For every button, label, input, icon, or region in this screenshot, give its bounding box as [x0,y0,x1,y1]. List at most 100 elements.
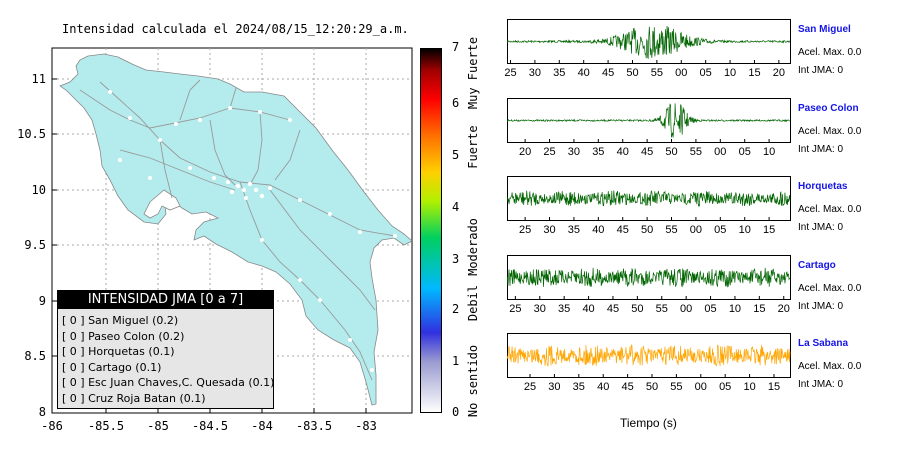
time-tick-label: 30 [528,67,542,79]
legend-title: INTENSIDAD JMA [0 a 7] [58,291,273,309]
legend-item: [ 0 ] Cartago (0.1) [62,360,162,374]
time-tick-label: 45 [601,67,615,79]
time-tick-label: 25 [543,145,556,158]
time-tick-label: 25 [523,381,537,393]
legend-item: [ 0 ] Paseo Colon (0.2) [62,329,185,343]
time-tick-label: 00 [675,67,688,79]
time-tick-label: 30 [543,224,556,236]
station-accel: Acel. Max. 0.0 [798,125,862,137]
time-tick-label: 05 [714,224,727,236]
legend-item: [ 0 ] Cruz Roja Batan (0.1) [62,391,206,405]
time-tick-label: 40 [582,302,595,315]
time-tick-label: 15 [762,224,776,236]
time-tick-label: 00 [714,145,727,158]
x-tick-label: -83 [355,419,377,433]
time-tick-label: 45 [616,224,629,236]
time-tick-label: 50 [665,145,678,158]
time-tick-label: 55 [655,302,668,315]
time-tick-label: 40 [577,67,590,79]
time-tick-label: 00 [680,302,693,315]
time-tick-label: 55 [665,224,678,236]
time-tick-label: 10 [728,302,742,315]
time-tick-label: 50 [626,67,639,79]
time-tick-label: 25 [504,67,517,79]
time-tick-label: 50 [640,224,654,236]
seismogram-1 [507,97,791,143]
time-tick-label: 55 [689,145,703,158]
station-jma: Int JMA: 0 [798,222,844,233]
time-tick-label: 35 [567,224,581,236]
station-jma: Int JMA: 0 [798,65,844,76]
colorbar-tick: 3 [452,252,460,266]
time-tick-label: 35 [592,145,605,158]
time-tick-label: 00 [694,381,707,393]
time-tick-label: 45 [621,381,634,393]
legend-item: [ 0 ] Horquetas (0.1) [62,345,175,359]
legend-item: [ 0 ] Esc Juan Chaves,C. Quesada (0.1) [62,376,275,390]
colorbar-tick: 7 [452,40,460,54]
colorbar-label: No sentido [466,344,480,418]
colorbar-tick: 2 [452,302,460,316]
station-jma: Int JMA: 0 [798,143,844,155]
colorbar-tick: 6 [452,96,460,110]
time-tick-label: 55 [670,381,683,393]
time-tick-label: 45 [640,145,654,158]
waveform-trace [507,344,791,367]
time-tick-label: 10 [738,224,751,236]
time-tick-label: 40 [592,224,605,236]
time-tick-label: 15 [767,381,781,393]
time-tick-label: 05 [738,145,751,158]
time-tick-label: 30 [567,145,581,158]
seismogram-4 [507,333,791,378]
time-tick-label: 30 [533,302,546,315]
station-name: San Miguel [798,24,851,35]
seismogram-3 [507,254,791,300]
time-tick-label: 20 [772,67,785,79]
y-tick-label: 10 [31,183,46,197]
station-name: Paseo Colon [798,102,859,114]
seismogram-0 [507,19,791,64]
station-name: La Sabana [798,338,849,349]
y-tick-label: 8 [38,405,46,419]
time-tick-label: 00 [689,224,703,236]
time-tick-label: 45 [606,302,620,315]
x-tick-label: -86 [41,419,63,433]
seismogram-frame [507,333,791,378]
waveform-trace [507,190,791,208]
time-tick-label: 15 [748,67,761,79]
time-tick-label: 15 [753,302,766,315]
intensity-legend: INTENSIDAD JMA [0 a 7] [ 0 ] San Miguel … [57,290,274,409]
colorbar-tick: 4 [452,200,460,214]
station-jma: Int JMA: 0 [798,379,844,390]
x-tick-label: -84.5 [191,419,229,433]
time-axis-label: Tiempo (s) [620,416,677,430]
time-tick-label: 05 [704,302,717,315]
nicoya-gulf [143,189,181,219]
time-tick-label: 25 [519,224,532,236]
colorbar-tick: 5 [452,148,460,162]
colorbar-label: Debil [466,284,480,322]
time-tick-label: 10 [762,145,776,158]
station-accel: Acel. Max. 0.0 [798,204,862,215]
station-name: Horquetas [798,181,848,192]
station-accel: Acel. Max. 0.0 [798,282,862,294]
waveform-trace [507,25,791,60]
y-tick-label: 11 [31,72,46,86]
time-tick-label: 10 [723,67,737,79]
x-tick-label: -84 [251,419,273,433]
waveform-trace [507,102,791,138]
time-tick-label: 35 [558,302,571,315]
station-jma: Int JMA: 0 [798,300,844,312]
city-dots [108,90,397,372]
time-tick-label: 05 [719,381,732,393]
time-tick-label: 40 [616,145,629,158]
page-title: Intensidad calculada el 2024/08/15_12:20… [62,22,409,36]
time-tick-label: 55 [650,67,663,79]
time-tick-label: 35 [553,67,566,79]
time-tick-label: 40 [597,381,610,393]
time-tick-label: 50 [645,381,659,393]
seismogram-2 [507,176,791,221]
x-tick-label: -85 [147,419,169,433]
y-tick-label: 9.5 [24,238,46,252]
station-name: Cartago [798,259,836,271]
